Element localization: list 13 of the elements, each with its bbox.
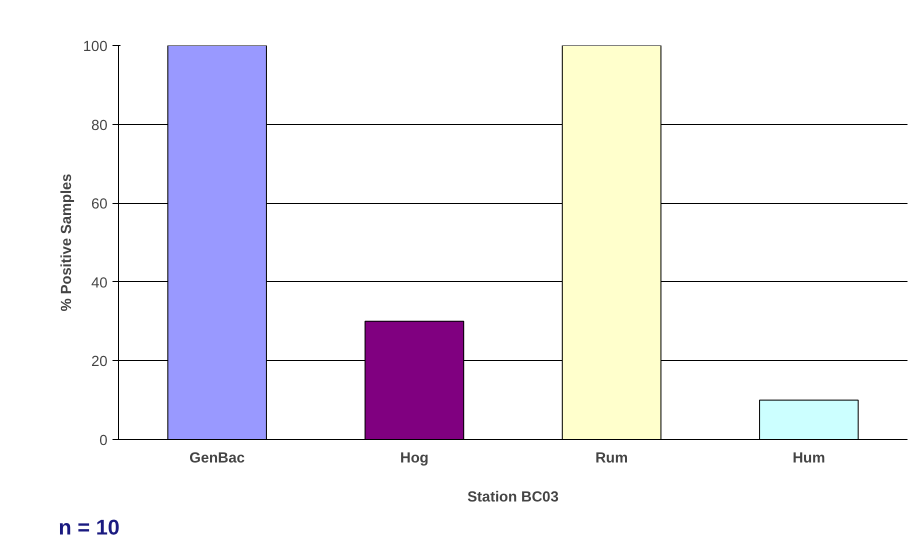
x-tick-label: GenBac bbox=[189, 450, 245, 466]
y-tick-label: 0 bbox=[99, 433, 108, 449]
x-tick-label: Hog bbox=[400, 450, 429, 466]
y-tick-label: 40 bbox=[91, 275, 108, 292]
x-axis-title: Station BC03 bbox=[467, 490, 559, 506]
y-tick-label: 20 bbox=[91, 354, 108, 370]
x-tick-label: Hum bbox=[792, 450, 826, 466]
text: n = 10 bbox=[58, 516, 120, 540]
y-tick-label: 60 bbox=[91, 196, 108, 213]
y-tick-label: 80 bbox=[91, 118, 108, 134]
y-tick-label: 100 bbox=[83, 39, 108, 55]
y-axis-title: % Positive Samples bbox=[59, 174, 76, 312]
x-tick-label: Rum bbox=[595, 450, 628, 466]
